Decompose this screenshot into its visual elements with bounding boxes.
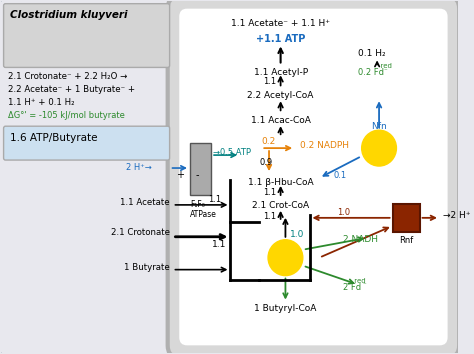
FancyBboxPatch shape xyxy=(0,0,459,354)
FancyBboxPatch shape xyxy=(4,126,170,160)
Text: 1.1 β-Hbu-CoA: 1.1 β-Hbu-CoA xyxy=(248,178,313,187)
Text: ΔG°' = -105 kJ/mol butyrate: ΔG°' = -105 kJ/mol butyrate xyxy=(9,111,125,120)
Text: 2 H⁺→: 2 H⁺→ xyxy=(126,163,152,172)
FancyBboxPatch shape xyxy=(179,8,447,346)
Text: ⁻: ⁻ xyxy=(363,282,366,289)
Text: 1.1 Acetate⁻ + 1.1 H⁺: 1.1 Acetate⁻ + 1.1 H⁺ xyxy=(231,19,330,28)
Text: 1 Butyrate: 1 Butyrate xyxy=(124,263,170,272)
Text: 2 Fd: 2 Fd xyxy=(343,282,362,292)
Text: 2.2 Acetate⁻ + 1 Butyrate⁻ +: 2.2 Acetate⁻ + 1 Butyrate⁻ + xyxy=(9,85,136,95)
FancyBboxPatch shape xyxy=(168,0,459,354)
Text: 1.0: 1.0 xyxy=(337,208,350,217)
Text: Clostridium kluyveri: Clostridium kluyveri xyxy=(10,10,128,20)
Text: 0.9: 0.9 xyxy=(259,158,273,167)
Text: 1.1 Acac-CoA: 1.1 Acac-CoA xyxy=(251,116,310,125)
Text: Nfn: Nfn xyxy=(371,145,387,155)
Text: B/E: B/E xyxy=(278,255,293,264)
Text: →2 H⁺: →2 H⁺ xyxy=(443,211,470,220)
Text: 0.2: 0.2 xyxy=(261,137,275,146)
Circle shape xyxy=(362,130,396,166)
Text: →0.5 ATP: →0.5 ATP xyxy=(213,148,251,157)
Text: 1.1: 1.1 xyxy=(208,195,221,204)
Text: Nfn: Nfn xyxy=(371,122,387,131)
Text: Rnf: Rnf xyxy=(399,236,413,245)
Text: ATPase: ATPase xyxy=(190,210,217,219)
Text: -: - xyxy=(196,170,199,180)
Circle shape xyxy=(268,240,303,276)
Text: 1.6 ATP/Butyrate: 1.6 ATP/Butyrate xyxy=(10,133,98,143)
Text: 2 NADH: 2 NADH xyxy=(343,235,378,244)
Text: ⁻: ⁻ xyxy=(384,68,388,74)
Text: red: red xyxy=(343,278,366,284)
Text: 0.1 H₂: 0.1 H₂ xyxy=(358,48,385,57)
Text: +: + xyxy=(176,170,184,180)
Text: 1.1 Acetate: 1.1 Acetate xyxy=(120,198,170,207)
Text: 2.1 Crotonate⁻ + 2.2 H₂O →: 2.1 Crotonate⁻ + 2.2 H₂O → xyxy=(9,73,128,81)
Text: 0.1: 0.1 xyxy=(334,171,347,180)
Text: 1.1 Acetyl-P: 1.1 Acetyl-P xyxy=(254,68,308,78)
Bar xyxy=(392,204,419,232)
Text: F₁F₀: F₁F₀ xyxy=(190,200,205,209)
Text: 2.1 Crot-CoA: 2.1 Crot-CoA xyxy=(252,201,309,210)
Text: 1 Butyryl-CoA: 1 Butyryl-CoA xyxy=(254,304,317,314)
Text: +1.1 ATP: +1.1 ATP xyxy=(256,34,305,44)
Text: red: red xyxy=(358,63,392,69)
Text: 1.1 H⁺ + 0.1 H₂: 1.1 H⁺ + 0.1 H₂ xyxy=(9,98,75,107)
Text: 1.0: 1.0 xyxy=(290,230,305,239)
Text: 1.1: 1.1 xyxy=(263,78,276,86)
Text: 0.2 NADPH: 0.2 NADPH xyxy=(300,141,349,150)
Text: 2.1 Crotonate: 2.1 Crotonate xyxy=(110,228,170,237)
Text: 1.1: 1.1 xyxy=(212,240,226,249)
FancyBboxPatch shape xyxy=(4,4,170,67)
Bar xyxy=(190,143,211,195)
Text: 1.1: 1.1 xyxy=(263,188,276,197)
Text: 0.2 Fd: 0.2 Fd xyxy=(358,68,384,78)
Text: 1.1: 1.1 xyxy=(263,212,276,221)
Text: 2.2 Acetyl-CoA: 2.2 Acetyl-CoA xyxy=(247,91,314,100)
